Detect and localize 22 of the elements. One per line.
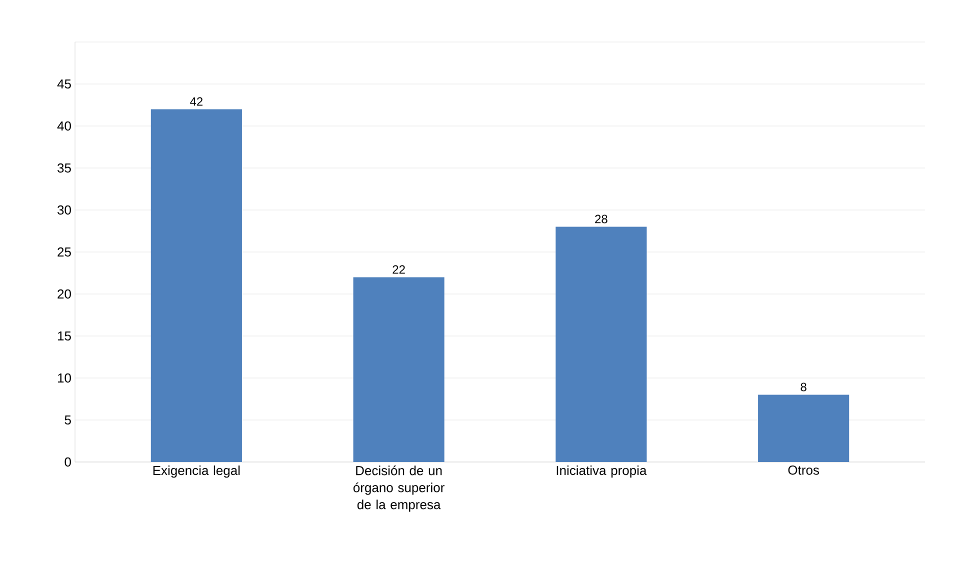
x-tick-label: Otros [788, 466, 820, 475]
data-label: 8 [800, 382, 806, 392]
data-label: 28 [595, 214, 608, 224]
y-tick-label: 15 [58, 331, 71, 341]
bar [758, 394, 850, 462]
y-tick-label: 40 [57, 121, 71, 131]
x-tick-label: Decisión de un órgano superior de la empresa [353, 466, 444, 512]
x-tick-label: Iniciativa propia [556, 466, 647, 478]
y-tick-label: 0 [64, 457, 71, 467]
y-tick-label: 45 [57, 79, 71, 89]
bar [353, 277, 444, 462]
y-tick-label: 30 [58, 205, 71, 215]
data-label: 22 [392, 265, 405, 274]
bar [150, 109, 242, 462]
y-tick-label: 20 [58, 289, 71, 299]
y-tick-label: 10 [58, 373, 71, 383]
x-tick-label: Exigencia legal [153, 466, 240, 478]
bar [556, 226, 647, 462]
y-tick-label: 5 [64, 415, 71, 425]
y-tick-label: 25 [58, 247, 71, 257]
data-label: 42 [190, 97, 202, 106]
y-tick-label: 35 [58, 163, 71, 173]
